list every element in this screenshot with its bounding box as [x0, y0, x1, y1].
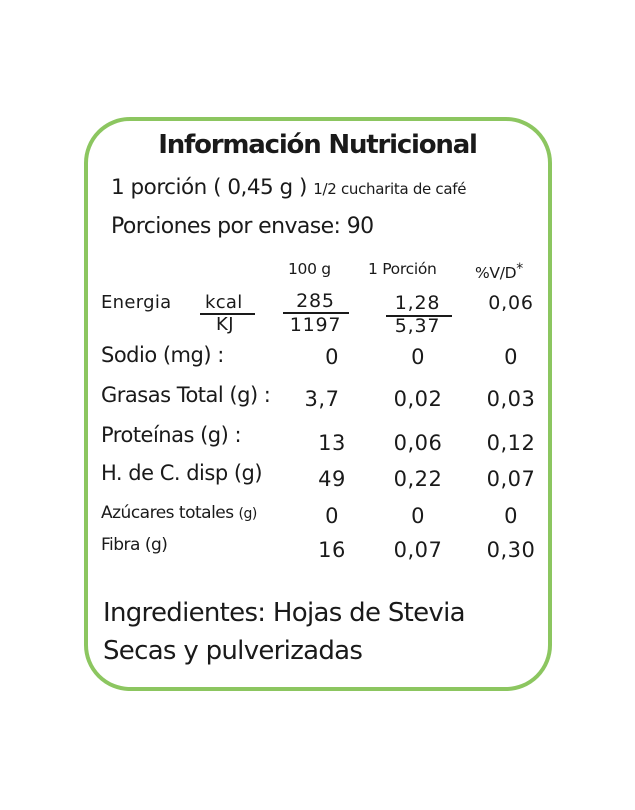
row-azucares-dv: 0: [504, 504, 518, 528]
energy-portion-kj: 5,37: [394, 315, 441, 337]
row-fibra-dv: 0,30: [486, 538, 536, 562]
row-grasas-dv: 0,03: [486, 387, 536, 411]
column-header-portion: 1 Porción: [368, 260, 437, 278]
energy-unit-kj: KJ: [216, 314, 235, 335]
nutrition-label-frame: [84, 117, 552, 691]
row-grasas-per100: 3,7: [304, 387, 340, 411]
row-fibra-portion: 0,07: [393, 538, 443, 562]
row-sodio-portion: 0: [411, 345, 425, 369]
row-sodio-per100: 0: [325, 345, 339, 369]
energy-per100-divider: [283, 312, 349, 314]
row-label-grasas: Grasas Total (g) :: [101, 383, 271, 407]
energy-dv: 0,06: [488, 292, 534, 314]
row-carbohidratos-per100: 49: [318, 467, 346, 491]
row-fibra-per100: 16: [318, 538, 346, 562]
row-carbohidratos-dv: 0,07: [486, 467, 536, 491]
row-label-fibra: Fibra (g): [101, 535, 168, 555]
serving-size-value: 1 porción ( 0,45 g ): [111, 175, 307, 200]
row-label-azucares-text: Azúcares totales: [101, 503, 234, 523]
row-azucares-per100: 0: [325, 504, 339, 528]
row-label-sodio: Sodio (mg) :: [101, 343, 224, 367]
label-title: Información Nutricional: [158, 130, 478, 160]
servings-per-container: Porciones por envase: 90: [111, 214, 374, 239]
row-azucares-portion: 0: [411, 504, 425, 528]
row-proteinas-dv: 0,12: [486, 431, 536, 455]
serving-size: 1 porción ( 0,45 g ) 1/2 cucharita de ca…: [111, 177, 466, 199]
energy-label: Energia: [101, 292, 172, 313]
energy-portion-kcal: 1,28: [394, 292, 441, 314]
column-header-dv: %V/D*: [475, 262, 523, 282]
row-proteinas-portion: 0,06: [393, 431, 443, 455]
row-label-carbohidratos: H. de C. disp (g): [101, 461, 263, 485]
row-proteinas-per100: 13: [318, 431, 346, 455]
row-label-azucares: Azúcares totales (g): [101, 505, 257, 522]
energy-per100-kcal: 285: [296, 290, 335, 312]
energy-portion-divider: [386, 315, 452, 317]
energy-unit-kcal: kcal: [205, 292, 243, 313]
column-header-100g: 100 g: [288, 260, 331, 278]
row-label-proteinas: Proteínas (g) :: [101, 423, 242, 447]
row-sodio-dv: 0: [504, 345, 518, 369]
energy-unit-divider: [200, 313, 255, 315]
serving-note: 1/2 cucharita de café: [313, 180, 467, 198]
row-carbohidratos-portion: 0,22: [393, 467, 443, 491]
row-label-azucares-unit: (g): [238, 506, 258, 522]
ingredients-text: Ingredientes: Hojas de Stevia Secas y pu…: [103, 598, 466, 666]
energy-per100-kj: 1197: [289, 314, 342, 336]
column-header-asterisk: *: [516, 261, 523, 277]
row-grasas-portion: 0,02: [393, 387, 443, 411]
column-header-dv-text: %V/D: [475, 264, 517, 282]
